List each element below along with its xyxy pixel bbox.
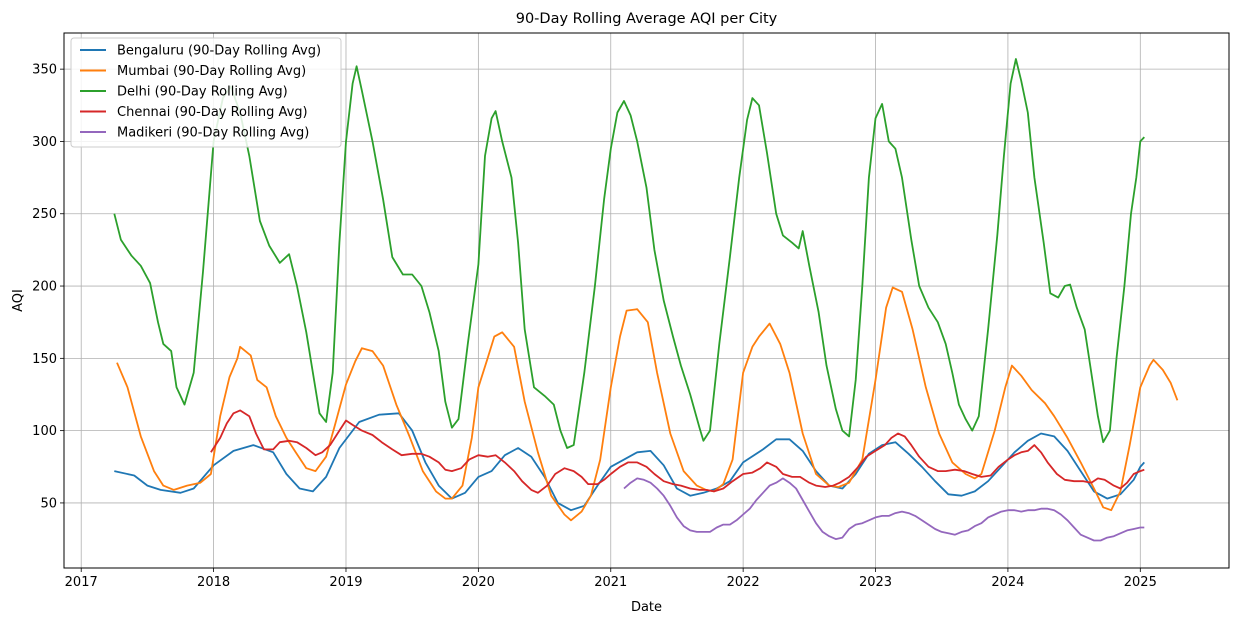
- y-tick-label: 250: [32, 207, 57, 222]
- y-axis-label: AQI: [11, 289, 26, 312]
- x-tick-label: 2020: [462, 575, 495, 590]
- legend: Bengaluru (90-Day Rolling Avg) Mumbai (90…: [70, 37, 342, 148]
- y-tick-label: 300: [32, 135, 57, 150]
- series-line-madikeri: [623, 477, 1145, 542]
- x-tick-label: 2018: [197, 575, 230, 590]
- series-layer: [113, 58, 1179, 542]
- x-tick-label: 2022: [727, 575, 760, 590]
- legend-label-madikeri: Madikeri (90-Day Rolling Avg): [117, 126, 309, 141]
- x-tick-label: 2023: [859, 575, 892, 590]
- y-tick-label: 150: [32, 352, 57, 367]
- x-tick-label: 2025: [1124, 575, 1157, 590]
- legend-label-bengaluru: Bengaluru (90-Day Rolling Avg): [117, 44, 321, 59]
- grid-lines: [64, 33, 1229, 568]
- legend-label-chennai: Chennai (90-Day Rolling Avg): [117, 105, 308, 120]
- x-tick-label: 2024: [991, 575, 1024, 590]
- y-tick-label: 200: [32, 280, 57, 295]
- y-tick-label: 100: [32, 424, 57, 439]
- axis-ticks: 2017 2018 2019 2020 2021 2022 2023 2024 2025 50 10…: [32, 63, 1157, 590]
- series-line-delhi: [113, 58, 1145, 449]
- legend-frame: [70, 37, 342, 148]
- series-line-chennai: [210, 409, 1145, 494]
- series-line-bengaluru: [114, 412, 1145, 512]
- x-axis-label: Date: [631, 600, 662, 615]
- x-tick-label: 2021: [594, 575, 627, 590]
- legend-label-mumbai: Mumbai (90-Day Rolling Avg): [117, 64, 306, 79]
- chart-title: 90-Day Rolling Average AQI per City: [516, 11, 778, 27]
- x-tick-label: 2017: [65, 575, 98, 590]
- y-tick-label: 350: [32, 63, 57, 78]
- series-line-mumbai: [116, 286, 1179, 522]
- x-tick-label: 2019: [329, 575, 362, 590]
- y-tick-label: 50: [40, 496, 57, 511]
- plot-area-frame: [63, 32, 1230, 569]
- legend-label-delhi: Delhi (90-Day Rolling Avg): [117, 85, 288, 100]
